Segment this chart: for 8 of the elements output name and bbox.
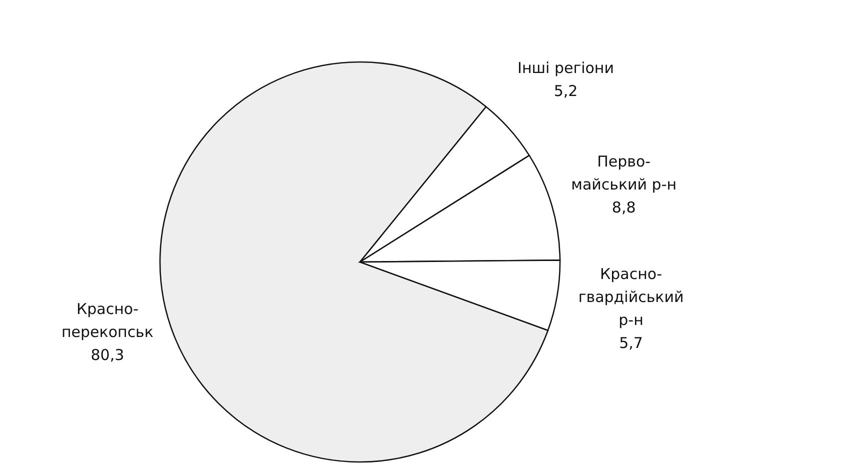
data-label: 80,3 [90,346,124,364]
slice-label: Інші регіони [518,59,614,78]
data-label: 5,2 [554,82,578,100]
slice-label: Перво- майський р-н [571,152,677,194]
slice-label: Красно- гвардійський р-н [578,265,684,330]
data-label: 8,8 [612,198,636,217]
slice-label: Красно- перекопськ [61,300,154,341]
data-label: 5,7 [619,334,643,352]
